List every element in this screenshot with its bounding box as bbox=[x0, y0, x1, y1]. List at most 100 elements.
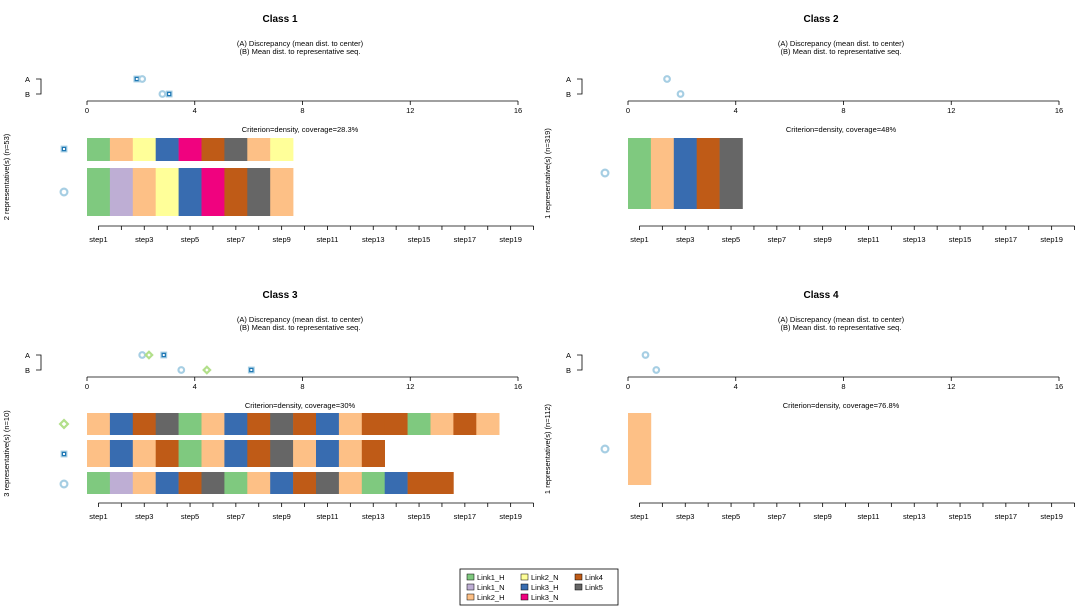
legend-label: Link3_H bbox=[531, 583, 559, 592]
step-tick-label: step5 bbox=[181, 512, 199, 521]
panel-title: Class 4 bbox=[803, 290, 838, 301]
step-tick-label: step17 bbox=[995, 235, 1018, 244]
step-tick-label: step19 bbox=[1040, 235, 1063, 244]
distance-tick-label: 16 bbox=[514, 382, 522, 391]
legend-swatch bbox=[520, 593, 529, 601]
discrepancy-point bbox=[641, 351, 650, 359]
legend-swatch bbox=[520, 573, 529, 581]
distance-tick-label: 8 bbox=[300, 382, 304, 391]
sequence-cell bbox=[270, 168, 294, 216]
distance-tick-label: 16 bbox=[514, 106, 522, 115]
step-tick-label: step13 bbox=[903, 512, 926, 521]
sequence-cell bbox=[316, 472, 340, 494]
sequence-cell bbox=[270, 440, 294, 467]
sequence-cell bbox=[270, 472, 294, 494]
sequence-cell bbox=[87, 440, 111, 467]
sequence-cell bbox=[430, 413, 454, 435]
step-tick-label: step9 bbox=[272, 512, 290, 521]
step-tick-label: step17 bbox=[995, 512, 1018, 521]
sequence-cell bbox=[407, 413, 431, 435]
sequence-cell bbox=[155, 168, 179, 216]
panel-class-2: Class 2 (A) Discrepancy (mean dist. to ce… bbox=[543, 14, 1075, 244]
sequence-cell bbox=[201, 413, 225, 435]
representative-marker bbox=[59, 187, 69, 197]
sequence-cell bbox=[338, 472, 363, 494]
step-tick-label: step15 bbox=[408, 235, 431, 244]
sequence-cell bbox=[316, 413, 340, 435]
discrepancy-point bbox=[663, 75, 671, 83]
panel-class-4: Class 4 (A) Discrepancy (mean dist. to ce… bbox=[543, 290, 1075, 521]
row-label-a: A bbox=[566, 351, 571, 360]
sequence-cell bbox=[178, 168, 202, 216]
step-tick-label: step7 bbox=[227, 235, 245, 244]
sequence-cell bbox=[155, 440, 179, 467]
representative-marker bbox=[600, 168, 610, 178]
note-discrepancy: (A) Discrepancy (mean dist. to center) bbox=[778, 39, 905, 48]
sequence-cell bbox=[628, 413, 652, 485]
step-tick-label: step11 bbox=[857, 512, 879, 521]
sequence-cell bbox=[316, 440, 340, 467]
sequence-cell bbox=[201, 440, 225, 467]
sequence-cell bbox=[132, 168, 156, 216]
sequence-cell bbox=[247, 138, 271, 161]
sequence-cell bbox=[224, 413, 248, 435]
step-tick-label: step11 bbox=[316, 512, 338, 521]
step-tick-label: step15 bbox=[949, 512, 972, 521]
sequence-cell bbox=[178, 138, 202, 161]
legend-label: Link3_N bbox=[531, 593, 559, 602]
legend-label: Link2_H bbox=[477, 593, 505, 602]
distance-tick-label: 12 bbox=[406, 106, 414, 115]
legend-label: Link1_N bbox=[477, 583, 505, 592]
distance-tick-label: 16 bbox=[1055, 382, 1063, 391]
sequence-cell bbox=[384, 472, 408, 494]
step-tick-label: step13 bbox=[362, 235, 385, 244]
step-tick-label: step3 bbox=[676, 235, 694, 244]
sequence-cell bbox=[338, 413, 363, 435]
step-tick-label: step1 bbox=[630, 512, 648, 521]
note-discrepancy: (A) Discrepancy (mean dist. to center) bbox=[237, 315, 364, 324]
step-tick-label: step19 bbox=[499, 512, 522, 521]
note-mean-distance: (B) Mean dist. to representative seq. bbox=[240, 47, 361, 56]
row-label-a: A bbox=[566, 75, 571, 84]
step-tick-label: step17 bbox=[454, 235, 477, 244]
note-discrepancy: (A) Discrepancy (mean dist. to center) bbox=[778, 315, 905, 324]
step-tick-label: step9 bbox=[813, 235, 831, 244]
legend-label: Link1_H bbox=[477, 573, 505, 582]
row-label-b: B bbox=[566, 90, 571, 99]
row-label-a: A bbox=[25, 351, 30, 360]
sequence-cell bbox=[109, 440, 134, 467]
ab-bracket bbox=[577, 354, 583, 371]
panels: Class 1 (A) Discrepancy (mean dist. to ce… bbox=[2, 14, 1075, 521]
sequence-cell bbox=[132, 413, 156, 435]
panel-title: Class 2 bbox=[803, 14, 838, 25]
legend-swatch bbox=[466, 573, 475, 581]
distance-tick-label: 0 bbox=[85, 382, 89, 391]
step-tick-label: step15 bbox=[408, 512, 431, 521]
sequence-cell bbox=[109, 168, 134, 216]
distance-tick-label: 0 bbox=[626, 106, 630, 115]
sequence-cell bbox=[293, 413, 317, 435]
sequence-cell bbox=[109, 413, 134, 435]
sequence-cell bbox=[247, 472, 271, 494]
step-tick-label: step11 bbox=[316, 235, 338, 244]
criterion-label: Criterion=density, coverage=28.3% bbox=[242, 125, 359, 134]
sequence-cell bbox=[247, 168, 271, 216]
legend-label: Link2_N bbox=[531, 573, 559, 582]
sequence-cell bbox=[178, 440, 202, 467]
step-tick-label: step3 bbox=[135, 512, 153, 521]
sequence-cell bbox=[178, 413, 202, 435]
panel-class-1: Class 1 (A) Discrepancy (mean dist. to ce… bbox=[2, 14, 534, 244]
ab-bracket bbox=[36, 78, 42, 95]
mean-distance-point bbox=[165, 90, 173, 98]
sequence-cell bbox=[293, 472, 317, 494]
step-tick-label: step3 bbox=[676, 512, 694, 521]
sequence-cell bbox=[201, 138, 225, 161]
representative-marker bbox=[60, 450, 68, 458]
row-label-b: B bbox=[25, 366, 30, 375]
distance-tick-label: 8 bbox=[841, 382, 845, 391]
distance-tick-label: 8 bbox=[300, 106, 304, 115]
legend-swatch bbox=[520, 583, 529, 591]
sequence-cell bbox=[132, 138, 156, 161]
sequence-cell bbox=[224, 138, 248, 161]
